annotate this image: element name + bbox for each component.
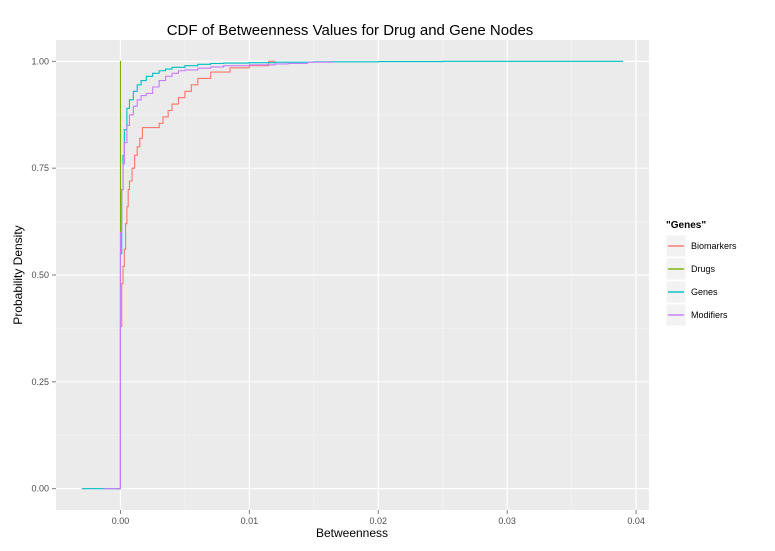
legend-title: "Genes" [666,220,706,231]
y-tick-label: 0.50 [31,270,49,280]
y-axis-ticks: 0.00 0.25 0.50 0.75 1.00 [31,56,56,494]
series-line-modifiers [103,61,334,490]
x-axis-ticks: 0.00 0.01 0.02 0.03 0.04 [112,510,645,526]
x-axis-title: Betweenness [316,526,388,540]
x-tick-label: 0.04 [627,516,645,526]
legend-label-biomarkers: Biomarkers [691,241,737,251]
series-lines [81,60,624,490]
legend-label-genes: Genes [691,287,718,297]
legend-label-drugs: Drugs [691,264,716,274]
x-tick-label: 0.00 [112,516,130,526]
y-tick-label: 0.00 [31,484,49,494]
x-tick-label: 0.02 [370,516,388,526]
x-tick-label: 0.01 [241,516,259,526]
y-tick-label: 1.00 [31,56,49,66]
x-tick-label: 0.03 [498,516,516,526]
y-tick-label: 0.25 [31,377,49,387]
legend: "Genes" Biomarkers Drugs Genes Modifiers [665,220,737,327]
y-axis-title: Probability Density [11,225,25,324]
y-tick-label: 0.75 [31,163,49,173]
chart-title: CDF of Betweenness Values for Drug and G… [167,22,534,39]
legend-label-modifiers: Modifiers [691,310,728,320]
series-line-biomarkers [116,60,276,490]
